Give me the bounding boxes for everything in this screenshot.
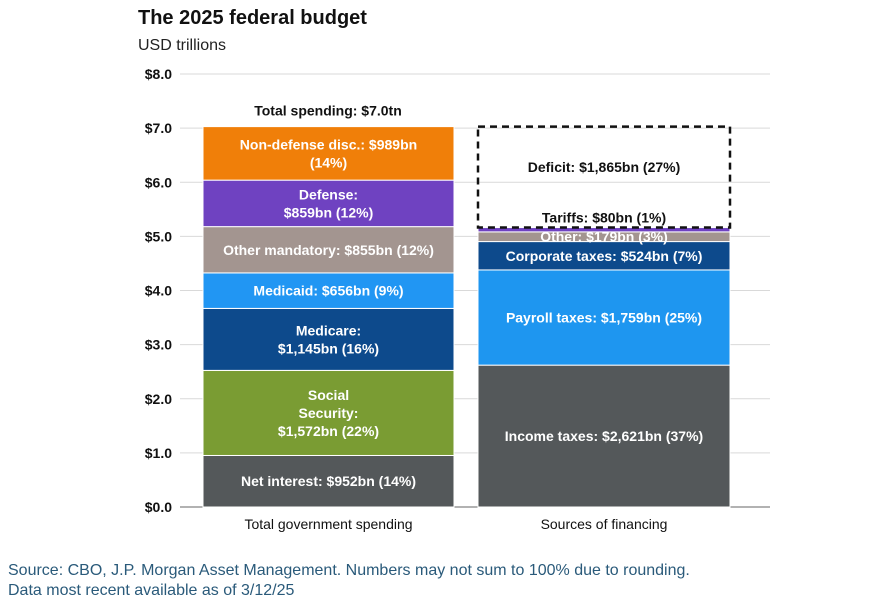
bar-segment	[202, 126, 455, 181]
bar-segment	[477, 241, 731, 271]
chart-title: The 2025 federal budget	[138, 7, 367, 29]
y-tick-label: $0.0	[145, 499, 172, 515]
y-tick-label: $8.0	[145, 66, 172, 82]
segment-label: Corporate taxes: $524bn (7%)	[506, 248, 703, 264]
x-category-label: Sources of financing	[541, 516, 668, 532]
segment-label: Payroll taxes: $1,759bn (25%)	[506, 310, 702, 326]
bar-segment	[202, 369, 455, 456]
stacked-bar-chart: $0.0 $1.0 $2.0 $3.0 $4.0 $5.0 $6.0 $7.0 $8.0 Net …	[145, 66, 770, 532]
segment-label: Net interest: $952bn (14%)	[241, 473, 416, 489]
y-tick-label: $6.0	[145, 174, 172, 190]
segment-label: Medicaid: $656bn (9%)	[253, 283, 403, 299]
bar-segment	[202, 454, 455, 508]
chart-subtitle: USD trillions	[138, 37, 227, 54]
y-tick-label: $2.0	[145, 391, 172, 407]
y-tick-label: $1.0	[145, 445, 172, 461]
data-date: Data most recent available as of 3/12/25	[8, 582, 295, 599]
bar-segment	[202, 226, 455, 274]
bar-segment	[476, 125, 732, 229]
y-tick-label: $4.0	[145, 283, 172, 299]
segment-label: Other mandatory: $855bn (12%)	[223, 242, 434, 258]
source-text: Source: CBO, J.P. Morgan Asset Managemen…	[8, 562, 690, 579]
source-note: Source: CBO, J.P. Morgan Asset Managemen…	[8, 561, 690, 601]
bar-segment	[202, 272, 455, 309]
total-annotation: Total spending: $7.0tn	[254, 103, 402, 119]
y-tick-label: $7.0	[145, 120, 172, 136]
segment-label: Deficit: $1,865bn (27%)	[528, 159, 681, 175]
segment-label: Non-defense disc.: $989bn (14%)	[240, 136, 417, 170]
bar-segment	[202, 179, 455, 228]
segment-label: Social Security: $1,572bn (22%)	[278, 387, 379, 439]
segment-label: Defense: $859bn (12%)	[284, 186, 373, 220]
segment-label: Other: $179bn (3%)	[540, 229, 668, 245]
segment-label: Medicare: $1,145bn (16%)	[278, 322, 379, 356]
bar-segment	[202, 307, 455, 371]
segment-label: Tariffs: $80bn (1%)	[542, 210, 666, 226]
x-category-label: Total government spending	[244, 516, 412, 532]
bar-segment	[477, 364, 731, 508]
y-tick-label: $3.0	[145, 337, 172, 353]
segment-label: Income taxes: $2,621bn (37%)	[505, 428, 703, 444]
bar-segment	[477, 227, 731, 233]
bar-segment	[477, 269, 731, 366]
y-tick-label: $5.0	[145, 228, 172, 244]
